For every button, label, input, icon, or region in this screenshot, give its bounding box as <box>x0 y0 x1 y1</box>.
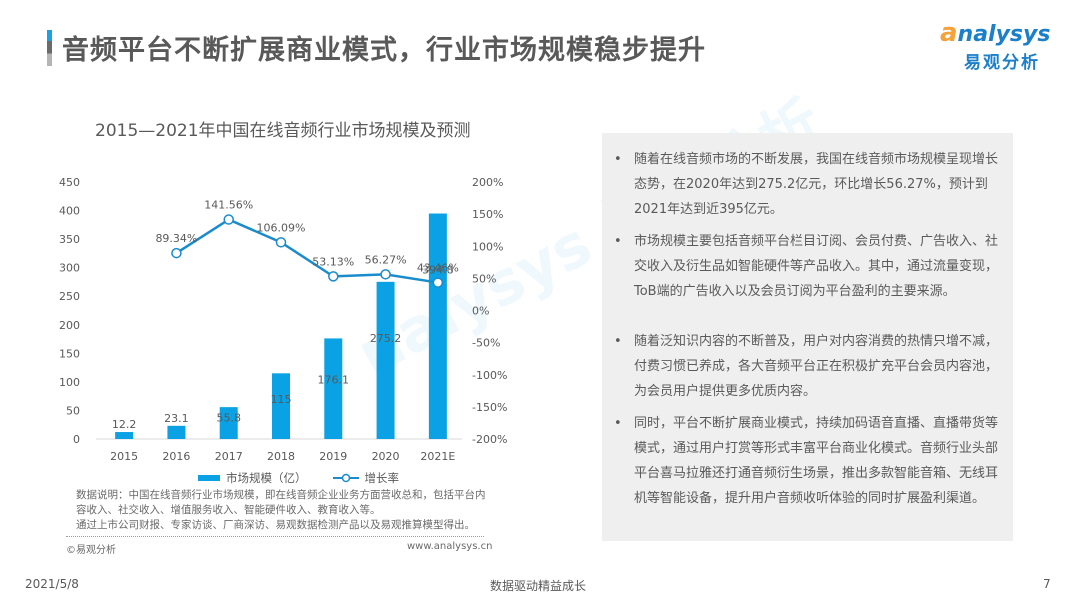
bar-value-label: 55.8 <box>216 411 241 424</box>
website-link[interactable]: www.analysys.cn <box>407 541 493 552</box>
legend-line-swatch-icon <box>332 473 359 483</box>
insight-bullet: • 随着泛知识内容的不断普及，用户对内容消费的热情只增不减，付费习惯已养成，各大… <box>614 329 1006 404</box>
footer-slogan: 数据驱动精益成长 <box>490 579 587 593</box>
chart-title: 2015—2021年中国在线音频行业市场规模及预测 <box>95 121 471 141</box>
chart-legend: 市场规模（亿） 增长率 <box>198 470 399 486</box>
x-axis-label: 2016 <box>162 450 190 463</box>
bar-value-label: 12.2 <box>112 418 137 431</box>
growth-rate-marker <box>380 269 391 280</box>
growth-rate-label: 43.46% <box>417 262 459 275</box>
legend-bar-label: 市场规模（亿） <box>226 471 307 485</box>
y-right-tick: -150% <box>472 401 507 414</box>
bullet-icon: • <box>614 234 622 249</box>
y-left-tick: 450 <box>59 176 80 189</box>
legend-line-label: 增长率 <box>364 471 400 485</box>
growth-rate-marker <box>171 247 182 259</box>
x-axis-label: 2019 <box>319 450 347 463</box>
page-number: 7 <box>1043 577 1051 591</box>
insight-bullet: • 市场规模主要包括音频平台栏目订阅、会员付费、广告收入、社交收入及衍生品如智能… <box>614 229 1006 304</box>
growth-rate-label: 56.27% <box>365 253 407 266</box>
y-left-tick: 350 <box>59 233 80 246</box>
y-left-tick: 0 <box>73 433 80 446</box>
data-note-definition: 数据说明：中国在线音频行业市场规模，即在线音频企业业务方面营收总和，包括平台内容… <box>76 489 486 516</box>
x-axis-label: 2020 <box>372 450 400 463</box>
data-notes: 数据说明：中国在线音频行业市场规模，即在线音频企业业务方面营收总和，包括平台内容… <box>76 488 486 533</box>
y-right-tick: -100% <box>472 369 507 382</box>
bar-value-label: 176.1 <box>318 374 350 387</box>
analysys-logo: analysys 易观分析 <box>940 18 1060 78</box>
insight-panel: • 随着在线音频市场的不断发展，我国在线音频市场规模呈现增长态势，在2020年达… <box>602 133 1013 541</box>
growth-rate-marker <box>275 237 287 248</box>
footer-date: 2021/5/8 <box>25 577 79 591</box>
bar <box>115 432 134 439</box>
growth-rate-marker <box>328 271 339 282</box>
growth-rate-label: 106.09% <box>257 221 306 234</box>
bullet-icon: • <box>614 334 622 349</box>
y-left-tick: 150 <box>59 347 80 360</box>
notes-divider <box>66 536 484 537</box>
y-left-tick: 200 <box>59 319 80 332</box>
insight-bullet: • 同时，平台不断扩展商业模式，持续加码语音直播、直播带货等模式，通过用户打赏等… <box>614 411 1006 511</box>
logo-swoosh-icon: a <box>940 18 958 48</box>
bar-value-label: 275.2 <box>370 332 402 345</box>
y-right-tick: 100% <box>472 240 503 253</box>
x-axis-label: 2017 <box>215 450 243 463</box>
y-left-tick: 50 <box>66 404 80 417</box>
growth-rate-label: 89.34% <box>155 232 197 245</box>
x-axis-label: 2018 <box>267 450 295 463</box>
bar <box>428 213 447 439</box>
bar-value-label: 115 <box>271 393 292 406</box>
market-size-chart: 0 50 100 150 200 250 300 350 400 450 -200% -150% -10… <box>59 176 507 463</box>
insight-bullet: • 随着在线音频市场的不断发展，我国在线音频市场规模呈现增长态势，在2020年达… <box>614 147 1006 222</box>
bar <box>272 373 290 439</box>
bullet-icon: • <box>614 152 622 167</box>
y-right-tick: -50% <box>472 337 500 350</box>
bar <box>167 425 186 439</box>
logo-chinese: 易观分析 <box>964 53 1040 73</box>
x-axis-label: 2015 <box>110 450 138 463</box>
y-left-tick: 400 <box>59 205 80 218</box>
legend-bar-swatch <box>198 475 220 481</box>
y-left-tick: 100 <box>59 376 80 389</box>
y-right-tick: 200% <box>472 176 503 189</box>
y-left-tick: 250 <box>59 290 80 303</box>
logo-wordmark: analysys <box>940 18 1051 48</box>
copyright: ©易观分析 <box>66 545 116 556</box>
bar-value-label: 394.8 <box>422 264 454 277</box>
y-right-tick: -200% <box>472 433 507 446</box>
x-axis-label: 2021E <box>420 450 455 463</box>
bar <box>376 281 395 439</box>
growth-rate-marker <box>432 277 444 288</box>
growth-rate-label: 141.56% <box>204 199 253 212</box>
bar <box>219 407 238 439</box>
title-accent-bar <box>47 30 52 66</box>
y-right-tick: 50% <box>472 272 496 285</box>
bullet-icon: • <box>614 416 622 431</box>
growth-rate-marker <box>223 214 234 225</box>
bar <box>324 338 343 439</box>
y-right-tick: 150% <box>472 208 503 221</box>
y-left-tick: 300 <box>59 262 80 275</box>
growth-rate-label: 53.13% <box>312 255 354 268</box>
y-right-tick: 0% <box>472 305 489 318</box>
page-title: 音频平台不断扩展商业模式，行业市场规模稳步提升 <box>62 35 706 66</box>
data-note-source: 通过上市公司财报、专家访谈、厂商深访、易观数据检测产品以及易观推算模型得出。 <box>76 519 475 531</box>
bar-value-label: 23.1 <box>164 412 189 425</box>
